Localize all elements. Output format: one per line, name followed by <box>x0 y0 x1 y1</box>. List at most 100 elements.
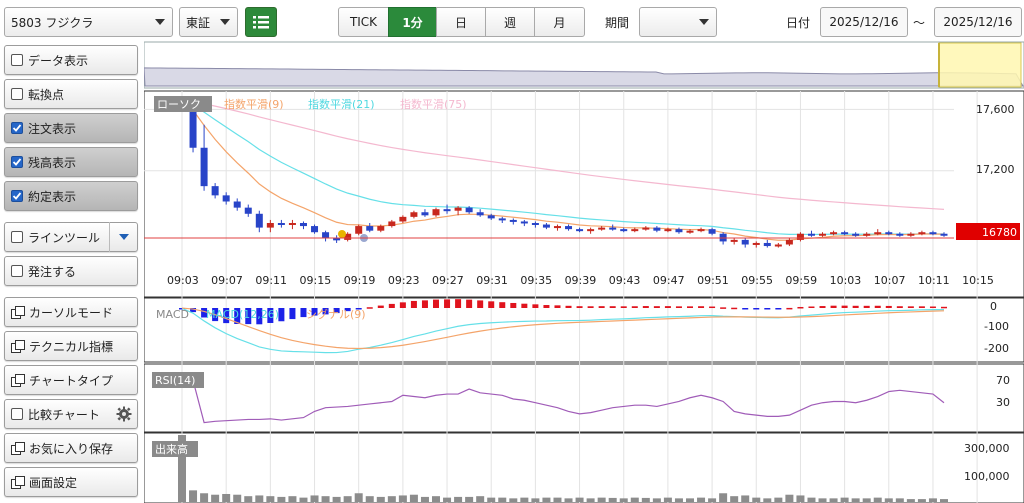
cursor-mode-button[interactable]: カーソルモード <box>4 297 138 327</box>
compare-settings-button[interactable] <box>109 399 138 429</box>
macd-histogram-bar <box>731 307 738 310</box>
macd-histogram-bar <box>874 305 881 308</box>
macd-histogram-bar <box>808 306 815 308</box>
legend-ema-75: 指数平滑(75) <box>400 97 467 111</box>
date-to-value: 2025/12/16 <box>943 15 1013 29</box>
volume-bar <box>774 497 783 502</box>
compare-chart-toggle[interactable]: 比較チャート <box>4 399 138 429</box>
volume-bar <box>233 494 242 502</box>
place-order-toggle[interactable]: 発注する <box>4 256 138 286</box>
market-select[interactable]: 東証 <box>179 7 238 37</box>
tab-1min[interactable]: 1分 <box>388 7 437 37</box>
volume-axis-label: 300,000 <box>964 442 1010 455</box>
ema-75-line <box>181 99 945 211</box>
candle-body <box>432 209 440 216</box>
volume-bar <box>818 498 827 502</box>
tab-tick[interactable]: TICK <box>338 7 389 37</box>
save-favorite-button[interactable]: お気に入り保存 <box>4 433 138 463</box>
button-label: ラインツール <box>28 230 101 245</box>
macd-histogram-bar <box>532 304 539 308</box>
balance-display-toggle[interactable]: 残高表示 <box>4 147 138 177</box>
macd-histogram-bar <box>720 307 727 309</box>
chart-type-button[interactable]: チャートタイプ <box>4 365 138 395</box>
volume-bar <box>730 496 739 502</box>
list-icon <box>253 16 269 29</box>
price-chart[interactable]: 09:03 09:07 09:11 09:15 09:19 09:23 09:27 09:31… <box>144 40 1024 503</box>
candle-body <box>675 229 683 233</box>
symbol-select[interactable]: 5803 フジクラ <box>4 7 173 37</box>
checkbox[interactable] <box>11 54 23 66</box>
volume-bar <box>321 496 330 502</box>
candle-body <box>200 147 208 187</box>
tab-day[interactable]: 日 <box>436 7 486 37</box>
overview-selection[interactable] <box>938 42 1022 88</box>
volume-panel <box>144 432 1024 503</box>
candle-body <box>255 213 263 228</box>
turning-point-toggle[interactable]: 転換点 <box>4 79 138 109</box>
technical-indicator-button[interactable]: テクニカル指標 <box>4 331 138 361</box>
screen-settings-button[interactable]: 画面設定 <box>4 467 138 497</box>
macd-histogram-bar <box>499 302 506 308</box>
date-to-input[interactable]: 2025/12/16 <box>934 7 1022 37</box>
order-display-toggle[interactable]: 注文表示 <box>4 113 138 143</box>
tab-month[interactable]: 月 <box>534 7 585 37</box>
macd-axis-label: -100 <box>984 320 1009 333</box>
button-label: チャートタイプ <box>29 373 113 388</box>
volume-bar <box>708 498 717 502</box>
candle-body <box>487 215 495 219</box>
line-tool-dropdown[interactable] <box>109 222 138 252</box>
volume-bar <box>310 495 319 502</box>
macd-histogram-bar <box>388 303 395 308</box>
date-from-input[interactable]: 2025/12/16 <box>820 7 908 37</box>
candle-body <box>322 232 330 239</box>
candle-body <box>686 230 694 233</box>
candle-body <box>796 233 804 240</box>
line-tool-toggle[interactable]: ラインツール <box>4 222 138 252</box>
volume-bar <box>586 498 595 502</box>
period-label: 期間 <box>605 16 630 30</box>
price-axis-label: 17,600 <box>976 103 1015 116</box>
tab-label: 週 <box>503 15 516 30</box>
checkbox-checked[interactable] <box>11 122 23 134</box>
current-price-badge <box>956 223 1020 240</box>
macd-histogram-bar <box>223 308 230 324</box>
macd-line <box>181 307 945 354</box>
period-select[interactable] <box>639 7 717 37</box>
macd-histogram-bar <box>929 306 936 309</box>
volume-bar <box>608 497 617 502</box>
candle-body <box>344 233 352 240</box>
button-label: データ表示 <box>28 53 89 68</box>
data-display-toggle[interactable]: データ表示 <box>4 45 138 75</box>
checkbox-checked[interactable] <box>11 156 23 168</box>
volume-bar <box>741 495 750 502</box>
chevron-down-icon <box>699 19 709 25</box>
candle-body <box>355 226 363 234</box>
candle-body <box>576 229 584 232</box>
macd-histogram-bar <box>863 305 870 308</box>
checkbox[interactable] <box>11 408 23 420</box>
execution-display-toggle[interactable]: 約定表示 <box>4 181 138 211</box>
checkbox-checked[interactable] <box>11 190 23 202</box>
candle-body <box>443 209 451 212</box>
candle-body <box>311 226 319 233</box>
rsi-axis-label: 30 <box>996 396 1010 409</box>
tab-week[interactable]: 週 <box>485 7 535 37</box>
candle-body <box>653 227 661 231</box>
checkbox[interactable] <box>11 231 23 243</box>
time-axis-label: 09:35 <box>520 274 552 287</box>
macd-signal-line <box>181 307 945 350</box>
legend-ema-21: 指数平滑(21) <box>308 97 375 111</box>
volume-bar <box>244 496 253 502</box>
candle-body <box>807 233 815 236</box>
execution-marker-buy[interactable] <box>338 230 346 238</box>
list-button[interactable] <box>245 7 277 37</box>
macd-histogram-bar <box>885 305 892 308</box>
checkbox[interactable] <box>11 88 23 100</box>
checkbox[interactable] <box>11 265 23 277</box>
macd-histogram-bar <box>830 305 837 308</box>
volume-bar <box>509 498 518 502</box>
volume-bar <box>619 498 628 502</box>
time-axis-label: 09:11 <box>255 274 287 287</box>
candle-body <box>841 232 849 235</box>
macd-histogram-bar <box>466 299 473 308</box>
